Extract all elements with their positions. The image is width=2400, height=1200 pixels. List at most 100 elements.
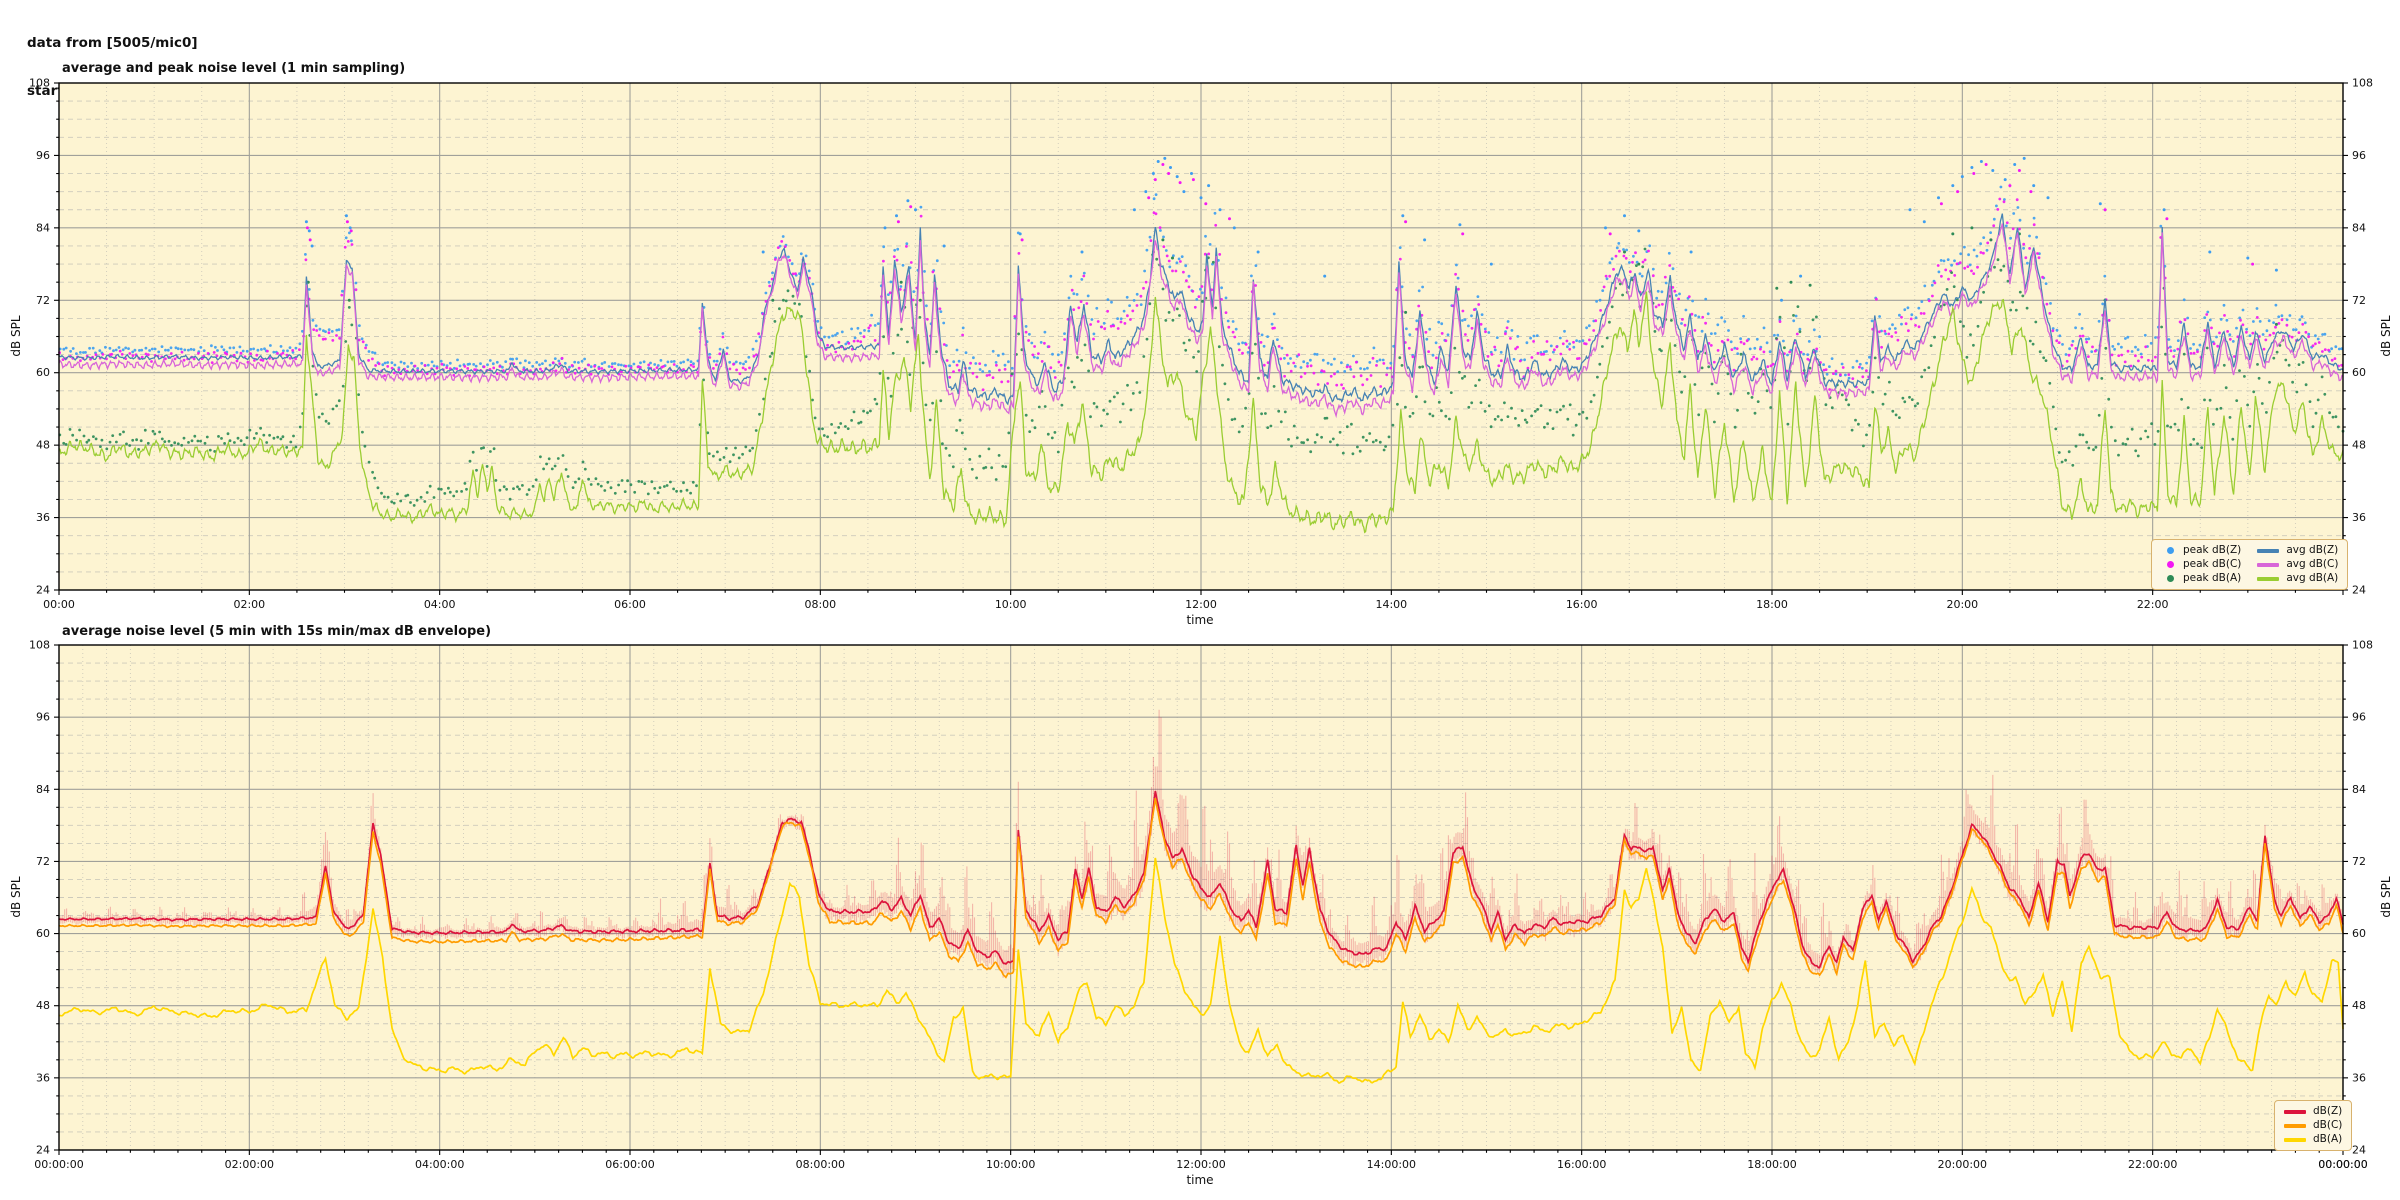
svg-text:48: 48 bbox=[2352, 999, 2366, 1012]
svg-text:04:00: 04:00 bbox=[424, 598, 456, 611]
legend-label: peak dB(Z) bbox=[2183, 544, 2242, 556]
svg-text:00:00:00: 00:00:00 bbox=[34, 1158, 83, 1171]
top-x-axis-label: time bbox=[1186, 613, 1214, 627]
svg-text:14:00:00: 14:00:00 bbox=[1367, 1158, 1416, 1171]
svg-text:48: 48 bbox=[2352, 439, 2366, 452]
svg-text:16:00:00: 16:00:00 bbox=[1557, 1158, 1606, 1171]
svg-text:24: 24 bbox=[2352, 584, 2366, 597]
svg-text:84: 84 bbox=[2352, 221, 2366, 234]
svg-text:24: 24 bbox=[36, 1144, 50, 1157]
legend-label: avg dB(C) bbox=[2286, 558, 2339, 570]
header-line1: data from [5005/mic0] bbox=[27, 35, 198, 51]
svg-text:72: 72 bbox=[2352, 855, 2366, 868]
svg-text:60: 60 bbox=[36, 366, 50, 379]
legend-label: dB(C) bbox=[2313, 1119, 2343, 1131]
svg-text:84: 84 bbox=[36, 221, 50, 234]
legend-item-dba: dB(A) bbox=[2284, 1133, 2342, 1146]
bottom-chart-title: average noise level (5 min with 15s min/… bbox=[62, 624, 492, 639]
svg-text:20:00:00: 20:00:00 bbox=[1938, 1158, 1987, 1171]
svg-text:24: 24 bbox=[36, 584, 50, 597]
svg-text:72: 72 bbox=[36, 855, 50, 868]
legend-item-avg-dba: avg dB(A) bbox=[2257, 572, 2338, 585]
svg-text:72: 72 bbox=[2352, 294, 2366, 307]
svg-text:36: 36 bbox=[36, 511, 50, 524]
legend-label: dB(A) bbox=[2313, 1133, 2343, 1145]
legend-item-avg-dbc: avg dB(C) bbox=[2257, 558, 2338, 571]
svg-text:96: 96 bbox=[36, 149, 50, 162]
legend-label: avg dB(Z) bbox=[2286, 544, 2339, 556]
svg-text:08:00: 08:00 bbox=[804, 598, 836, 611]
legend-label: peak dB(C) bbox=[2183, 558, 2242, 570]
svg-text:04:00:00: 04:00:00 bbox=[415, 1158, 464, 1171]
svg-text:72: 72 bbox=[36, 294, 50, 307]
svg-text:108: 108 bbox=[29, 77, 50, 90]
svg-text:36: 36 bbox=[2352, 1071, 2366, 1084]
svg-text:12:00:00: 12:00:00 bbox=[1176, 1158, 1225, 1171]
svg-text:108: 108 bbox=[2352, 77, 2373, 90]
svg-text:24: 24 bbox=[2352, 1144, 2366, 1157]
avg-dbc-line-icon bbox=[2257, 562, 2280, 567]
svg-text:12:00: 12:00 bbox=[1185, 598, 1217, 611]
svg-text:14:00: 14:00 bbox=[1375, 598, 1407, 611]
svg-text:60: 60 bbox=[36, 927, 50, 940]
svg-text:96: 96 bbox=[36, 711, 50, 724]
svg-text:00:00:00: 00:00:00 bbox=[2318, 1158, 2367, 1171]
legend-item-avg-dbz: avg dB(Z) bbox=[2257, 544, 2338, 557]
legend-item-peak-dba: peak dB(A) bbox=[2161, 572, 2241, 585]
svg-text:22:00:00: 22:00:00 bbox=[2128, 1158, 2177, 1171]
svg-text:60: 60 bbox=[2352, 366, 2366, 379]
dbz-line-icon bbox=[2284, 1109, 2306, 1114]
peak-dbc-marker-icon bbox=[2167, 561, 2174, 568]
svg-text:08:00:00: 08:00:00 bbox=[796, 1158, 845, 1171]
top-chart-legend: peak dB(Z) peak dB(C) peak dB(A) avg dB(… bbox=[2151, 539, 2349, 590]
bottom-right-y-axis-label: dB SPL bbox=[2379, 876, 2393, 918]
legend-avg-column: avg dB(Z) avg dB(C) avg dB(A) bbox=[2257, 544, 2338, 585]
svg-text:06:00:00: 06:00:00 bbox=[605, 1158, 654, 1171]
dbc-line-icon bbox=[2284, 1123, 2306, 1128]
svg-text:20:00: 20:00 bbox=[1946, 598, 1978, 611]
svg-text:00:00: 00:00 bbox=[43, 598, 75, 611]
top-left-y-axis-label: dB SPL bbox=[9, 315, 23, 357]
bottom-chart-axes: 00:00:00 02:00:00 04:00:00 06:00:00 08:00:00… bbox=[29, 639, 2373, 1172]
svg-text:10:00:00: 10:00:00 bbox=[986, 1158, 1035, 1171]
peak-dbz-marker-icon bbox=[2167, 547, 2174, 554]
svg-text:16:00: 16:00 bbox=[1566, 598, 1598, 611]
svg-text:48: 48 bbox=[36, 999, 50, 1012]
svg-text:22:00: 22:00 bbox=[2137, 598, 2169, 611]
bottom-left-y-axis-label: dB SPL bbox=[9, 876, 23, 918]
svg-text:02:00: 02:00 bbox=[233, 598, 265, 611]
svg-text:36: 36 bbox=[36, 1071, 50, 1084]
svg-text:36: 36 bbox=[2352, 511, 2366, 524]
svg-text:108: 108 bbox=[2352, 639, 2373, 652]
dba-line-icon bbox=[2284, 1137, 2306, 1142]
svg-text:06:00: 06:00 bbox=[614, 598, 646, 611]
svg-text:00:00:00: 00:00:00 bbox=[2318, 1158, 2367, 1171]
svg-text:18:00:00: 18:00:00 bbox=[1747, 1158, 1796, 1171]
legend-item-dbz: dB(Z) bbox=[2284, 1105, 2342, 1118]
svg-text:02:00:00: 02:00:00 bbox=[225, 1158, 274, 1171]
top-chart-axes: 00:00 02:00 04:00 06:00 08:00 10:00 12:00 14:00… bbox=[29, 77, 2373, 612]
legend-peak-column: peak dB(Z) peak dB(C) peak dB(A) bbox=[2161, 544, 2241, 585]
legend-label: dB(Z) bbox=[2313, 1105, 2343, 1117]
bottom-x-axis-label: time bbox=[1186, 1173, 1214, 1187]
svg-text:84: 84 bbox=[2352, 783, 2366, 796]
avg-dbz-line-icon bbox=[2257, 548, 2280, 553]
top-plot-area bbox=[58, 83, 2345, 590]
legend-item-dbc: dB(C) bbox=[2284, 1119, 2342, 1132]
svg-text:18:00: 18:00 bbox=[1756, 598, 1788, 611]
top-right-y-axis-label: dB SPL bbox=[2379, 315, 2393, 357]
bottom-chart-legend: dB(Z) dB(C) dB(A) bbox=[2274, 1100, 2353, 1151]
legend-label: avg dB(A) bbox=[2286, 572, 2339, 584]
legend-label: peak dB(A) bbox=[2183, 572, 2242, 584]
svg-text:48: 48 bbox=[36, 439, 50, 452]
legend-item-peak-dbz: peak dB(Z) bbox=[2161, 544, 2241, 557]
legend-column: dB(Z) dB(C) dB(A) bbox=[2284, 1105, 2342, 1146]
svg-text:10:00: 10:00 bbox=[995, 598, 1027, 611]
top-chart-title: average and peak noise level (1 min samp… bbox=[62, 61, 406, 76]
legend-item-peak-dbc: peak dB(C) bbox=[2161, 558, 2241, 571]
svg-text:96: 96 bbox=[2352, 149, 2366, 162]
avg-dba-line-icon bbox=[2257, 576, 2280, 581]
svg-text:84: 84 bbox=[36, 783, 50, 796]
